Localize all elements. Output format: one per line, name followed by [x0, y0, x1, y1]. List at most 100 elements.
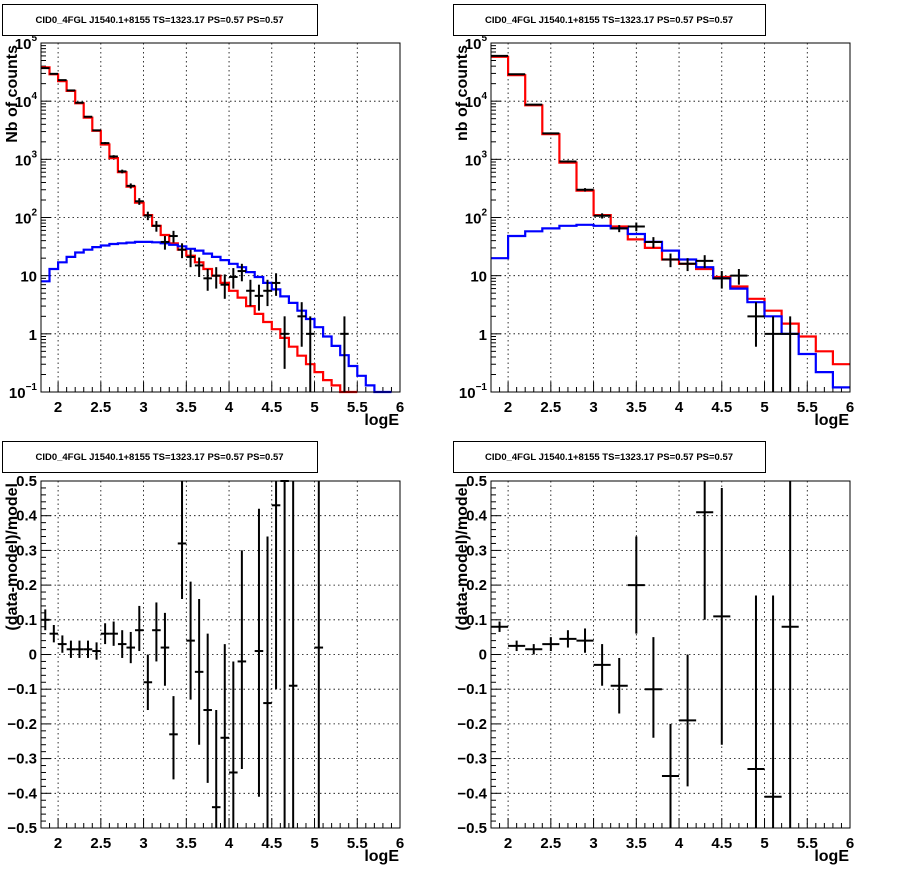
data-point — [246, 279, 255, 307]
data-point — [117, 630, 127, 658]
title-box — [2, 441, 318, 473]
y-axis-title: (data-model)/model — [454, 483, 471, 631]
data-point — [644, 237, 662, 248]
data-point — [152, 221, 161, 232]
y-tick-label: 0.3 — [16, 542, 37, 559]
data-point — [83, 640, 93, 658]
x-tick-label: 5 — [310, 835, 318, 852]
y-tick-label: 0.4 — [466, 508, 488, 525]
chart-title: CID0_4FGL J1540.1+8155 TS=1323.17 PS=0.5… — [35, 15, 283, 26]
data-point — [211, 710, 221, 828]
y-tick-label: 0.4 — [16, 508, 38, 525]
y-tick-label: 104 — [465, 91, 488, 111]
data-point — [237, 550, 247, 770]
data-point — [100, 623, 110, 645]
data-point — [713, 487, 731, 745]
x-axis-title: logE — [364, 848, 399, 865]
x-tick-label: 3 — [139, 835, 147, 852]
y-tick-label: −0.2 — [7, 716, 37, 733]
y-tick-label: 105 — [465, 33, 488, 53]
data-point — [576, 628, 594, 653]
y-tick-label: 103 — [15, 149, 38, 169]
x-tick-label: 5.5 — [797, 835, 818, 852]
plot-frame — [40, 480, 401, 829]
data-points — [41, 67, 349, 392]
x-axis-title: logE — [814, 848, 849, 865]
data-point — [58, 79, 67, 82]
chart-title: CID0_4FGL J1540.1+8155 TS=1323.17 PS=0.5… — [485, 452, 733, 463]
data-point — [288, 481, 298, 828]
y-tick-label: 0.1 — [16, 612, 37, 629]
data-point — [525, 644, 543, 655]
data-point — [58, 635, 67, 653]
x-tick-label: 3 — [589, 835, 597, 852]
data-point — [696, 255, 714, 269]
data-point — [747, 302, 765, 347]
x-tick-label: 3 — [589, 399, 597, 416]
x-tick-label: 3.5 — [626, 835, 647, 852]
data-point — [194, 257, 204, 277]
x-tick-label: 5 — [760, 399, 768, 416]
title-box — [453, 4, 766, 36]
x-tick-label: 4 — [675, 835, 684, 852]
data-point — [126, 183, 136, 189]
y-tick-label: −0.4 — [7, 785, 37, 802]
y-tick-label: −0.5 — [457, 820, 487, 837]
data-point — [160, 612, 170, 686]
data-point — [126, 631, 136, 664]
x-tick-label: 6 — [396, 399, 404, 416]
x-tick-label: 4.5 — [711, 835, 732, 852]
data-point — [263, 536, 272, 828]
data-point — [186, 581, 195, 700]
data-point — [194, 598, 204, 745]
data-point — [177, 481, 187, 599]
data-point — [75, 101, 84, 104]
data-point — [83, 115, 93, 118]
data-point — [661, 723, 680, 828]
data-point — [491, 621, 509, 632]
x-tick-label: 2.5 — [90, 399, 111, 416]
data-point — [314, 481, 324, 828]
x-tick-label: 5.5 — [797, 399, 818, 416]
x-tick-label: 4 — [225, 399, 234, 416]
y-tick-label: 10 — [20, 269, 37, 286]
plot-area — [41, 481, 400, 828]
x-tick-label: 5.5 — [347, 835, 368, 852]
y-tick-label: 0.1 — [466, 612, 487, 629]
data-point — [610, 657, 628, 714]
data-point — [696, 481, 714, 620]
data-point — [305, 316, 315, 392]
y-tick-label: 0.5 — [16, 473, 37, 490]
y-tick-label: 104 — [15, 91, 38, 111]
data-point — [747, 595, 765, 828]
y-tick-label: 103 — [465, 149, 488, 169]
data-point — [41, 609, 50, 631]
y-tick-label: 0.3 — [466, 542, 487, 559]
data-point — [66, 89, 76, 92]
data-point — [49, 72, 59, 75]
y-tick-label: 10−1 — [459, 382, 488, 402]
x-tick-label: 6 — [846, 399, 854, 416]
plot-area — [41, 43, 400, 392]
x-tick-label: 3 — [139, 399, 147, 416]
data-point — [92, 642, 101, 660]
data-point — [237, 263, 247, 282]
data-point — [542, 637, 560, 652]
y-tick-label: 10 — [470, 269, 487, 286]
data-point — [152, 602, 161, 662]
grid — [491, 481, 850, 828]
data-point — [508, 640, 526, 652]
chart-panel-2: 2 2.5 3 3.5 4 4.5 5 5.5 6 10−1 1 10 102 103 104 105 logE… — [453, 4, 854, 429]
x-tick-label: 3.5 — [176, 835, 197, 852]
y-tick-label: −0.3 — [7, 751, 37, 768]
chart-panel-1: 2 2.5 3 3.5 4 4.5 5 5.5 6 10−1 1 10 102 103 104 105 logE… — [2, 4, 404, 429]
x-tick-label: 4 — [675, 399, 684, 416]
grid — [41, 43, 400, 392]
data-point — [169, 230, 178, 243]
data-point — [271, 273, 281, 296]
data-point — [203, 633, 212, 783]
y-axis-title: (data-model)/model — [4, 483, 21, 631]
data-points — [41, 480, 324, 828]
y-axis-title: nb of counts — [454, 45, 471, 141]
axis-ticks — [40, 480, 401, 829]
